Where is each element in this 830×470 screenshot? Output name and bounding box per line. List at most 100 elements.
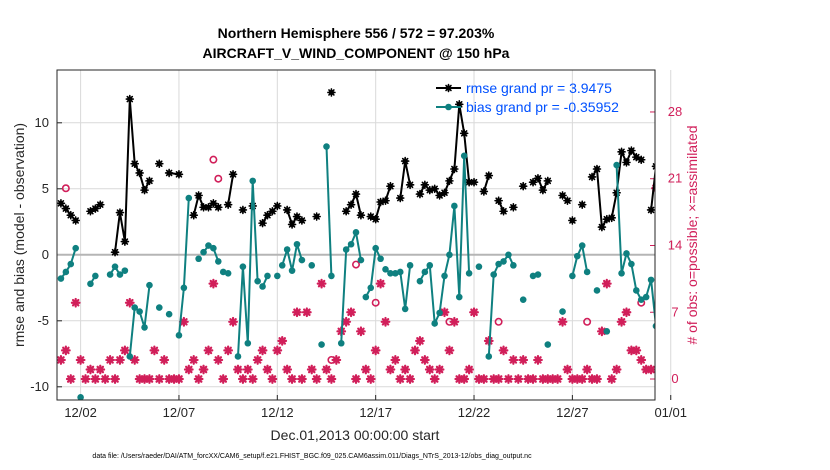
obs-assimilated-marker xyxy=(193,374,204,384)
obs-assimilated-marker xyxy=(726,375,734,383)
obs-assimilated-marker xyxy=(503,374,514,384)
obs-assimilated-marker xyxy=(395,374,406,384)
y2-axis-ticks: 0 7 14 21 28 xyxy=(650,104,682,386)
obs-assimilated-marker xyxy=(592,374,602,384)
bias-point xyxy=(57,275,65,282)
rmse-point xyxy=(120,237,130,246)
bias-point xyxy=(485,353,493,360)
rmse-point xyxy=(341,206,351,216)
obs-assimilated-marker xyxy=(223,345,234,356)
rmse-point xyxy=(558,191,567,200)
obs-assimilated-marker xyxy=(562,364,573,375)
bias-point xyxy=(239,263,247,270)
bias-point xyxy=(205,242,212,249)
obs-assimilated-marker xyxy=(405,374,415,384)
obs-assimilated-marker xyxy=(262,364,273,375)
obs-assimilated-marker xyxy=(711,337,719,345)
rmse-point xyxy=(287,220,297,229)
obs-assimilated-marker xyxy=(80,374,91,384)
obs-assimilated-marker xyxy=(687,366,695,374)
bias-point xyxy=(288,267,296,274)
obs-assimilated-marker xyxy=(144,374,155,384)
y2-tick-label: 7 xyxy=(671,304,678,319)
obs-assimilated-marker xyxy=(95,364,106,375)
bias-point xyxy=(92,272,99,280)
rmse-point xyxy=(115,208,125,217)
obs-assimilated-marker xyxy=(370,345,381,356)
obs-assimilated-marker xyxy=(247,374,258,384)
bias-point xyxy=(347,240,355,248)
bias-point xyxy=(215,258,222,265)
bias-line-segment xyxy=(325,146,333,276)
obs-assimilated-marker xyxy=(606,374,617,384)
obs-possible-marker xyxy=(61,184,70,193)
rmse-point xyxy=(194,191,203,200)
rmse-point xyxy=(617,147,626,157)
obs-assimilated-marker xyxy=(636,355,647,365)
bias-point xyxy=(702,211,709,218)
bias-point xyxy=(401,305,409,313)
x-axis-label: Dec.01,2013 00:00:00 start xyxy=(271,427,440,443)
obs-assimilated-marker xyxy=(410,345,420,356)
obs-assimilated-marker xyxy=(385,364,396,375)
bias-point xyxy=(495,260,502,268)
obs-assimilated-marker xyxy=(242,364,253,375)
obs-assimilated-marker xyxy=(321,364,332,375)
rmse-point xyxy=(420,180,430,190)
obs-assimilated-marker xyxy=(721,356,729,364)
obs-assimilated-marker xyxy=(65,374,76,384)
obs-assimilated-marker xyxy=(415,335,425,346)
rmse-point xyxy=(494,196,503,205)
x-tick-label: 12/12 xyxy=(261,405,294,420)
y-tick-label: 5 xyxy=(42,181,49,196)
rmse-point xyxy=(312,212,321,221)
rmse-point xyxy=(636,155,646,165)
bias-point xyxy=(224,269,232,277)
y2-tick-label: 28 xyxy=(668,104,682,119)
obs-assimilated-marker xyxy=(601,278,612,289)
bias-point xyxy=(377,255,384,263)
bias-point xyxy=(628,260,635,268)
obs-assimilated-marker xyxy=(174,374,184,384)
rmse-point xyxy=(518,181,528,191)
bias-point xyxy=(234,353,242,360)
rmse-point xyxy=(366,212,376,221)
rmse-point xyxy=(592,164,602,174)
obs-assimilated-marker xyxy=(464,364,475,375)
bias-point xyxy=(613,161,620,169)
obs-assimilated-marker xyxy=(611,364,622,375)
bias-point xyxy=(569,272,576,280)
rmse-point xyxy=(499,206,508,216)
bias-point xyxy=(87,280,94,288)
rmse-point xyxy=(454,100,464,109)
rmse-point xyxy=(450,164,459,174)
rmse-point xyxy=(479,187,489,196)
bias-point xyxy=(141,324,148,331)
obs-assimilated-marker xyxy=(237,374,248,384)
bias-point xyxy=(416,277,424,285)
bias-point xyxy=(717,358,724,365)
bias-point xyxy=(455,293,463,301)
rmse-point xyxy=(711,204,718,211)
rmse-point xyxy=(145,176,154,186)
bias-point xyxy=(712,347,719,354)
rmse-point xyxy=(731,213,738,220)
rmse-point xyxy=(509,202,518,212)
obs-assimilated-marker xyxy=(75,355,86,365)
obs-possible-marker xyxy=(214,174,223,183)
obs-assimilated-marker xyxy=(508,355,519,365)
bias-line-segment xyxy=(710,201,735,362)
bias-line-segment xyxy=(645,279,655,327)
rmse-point xyxy=(602,214,612,224)
obs-assimilated-marker xyxy=(213,355,224,365)
obs-assimilated-marker xyxy=(267,374,278,384)
rmse-point xyxy=(223,200,233,209)
obs-possible-marker xyxy=(209,155,218,164)
rmse-point xyxy=(459,129,469,138)
rmse-point xyxy=(91,204,100,213)
bias-point xyxy=(278,262,286,269)
obs-assimilated-marker xyxy=(682,347,690,355)
obs-assimilated-marker xyxy=(706,375,714,383)
obs-assimilated-marker xyxy=(277,335,288,346)
